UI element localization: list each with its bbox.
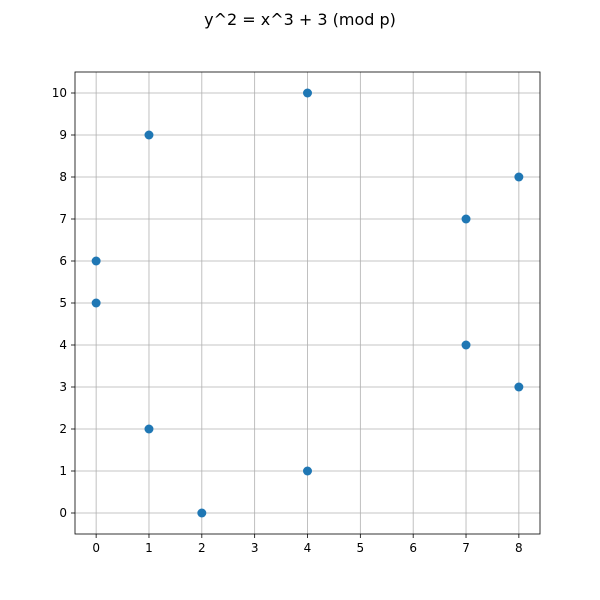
scatter-point (514, 172, 524, 182)
scatter-point (91, 256, 101, 266)
chart-title: y^2 = x^3 + 3 (mod p) (204, 10, 396, 29)
y-tick-label: 1 (59, 464, 67, 478)
scatter-point (144, 130, 154, 140)
x-tick-label: 5 (357, 541, 365, 555)
scatter-point (303, 88, 312, 98)
y-tick-label: 6 (59, 254, 67, 268)
scatter-point (461, 214, 471, 224)
x-tick-label: 3 (251, 541, 259, 555)
scatter-point (461, 340, 471, 350)
y-tick-label: 9 (59, 128, 67, 142)
x-tick-label: 0 (92, 541, 100, 555)
data-points (91, 88, 524, 518)
x-tick-label: 7 (462, 541, 470, 555)
x-tick-label: 6 (409, 541, 417, 555)
y-tick-label: 0 (59, 506, 67, 520)
scatter-point (144, 424, 154, 434)
y-tick-label: 2 (59, 422, 67, 436)
y-tick-label: 8 (59, 170, 67, 184)
scatter-point (514, 382, 524, 392)
y-tick-label: 3 (59, 380, 67, 394)
scatter-point (91, 298, 101, 308)
y-tick-label: 4 (59, 338, 67, 352)
plot-area-frame (74, 71, 541, 535)
axis-ticks: 0 1 2 3 4 5 6 7 8 0 1 2 3 4 5 6 7 8 9 10 (52, 86, 523, 555)
x-tick-label: 8 (515, 541, 523, 555)
y-tick-label: 5 (59, 296, 67, 310)
y-tick-label: 7 (59, 212, 67, 226)
x-tick-label: 4 (304, 541, 312, 555)
y-tick-label: 10 (52, 86, 67, 100)
x-tick-label: 2 (198, 541, 206, 555)
scatter-point (197, 508, 207, 518)
scatter-point (303, 466, 312, 476)
x-tick-label: 1 (145, 541, 153, 555)
